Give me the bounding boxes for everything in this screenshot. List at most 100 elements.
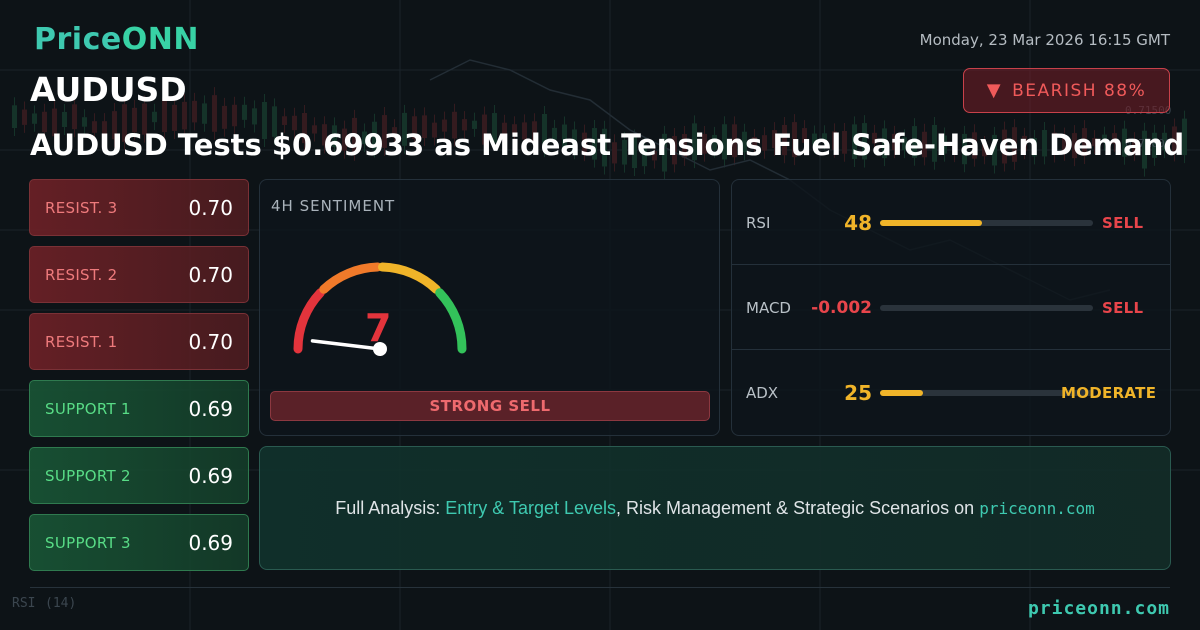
background-candle: [102, 121, 107, 135]
background-candle: [1112, 133, 1117, 144]
background-rsi-label: RSI: [12, 596, 36, 611]
indicator-signal: SELL: [1102, 299, 1144, 317]
background-candle: [512, 124, 517, 135]
level-support-2: SUPPORT 2 0.69: [29, 447, 249, 504]
background-candle: [1072, 133, 1077, 159]
background-candle: [242, 104, 247, 120]
background-candle: [992, 134, 997, 166]
background-candle: [812, 133, 817, 146]
background-candle: [452, 111, 457, 139]
background-candle: [882, 128, 887, 159]
background-candle: [192, 100, 197, 123]
sentiment-title: 4H SENTIMENT: [271, 197, 396, 215]
brand-logo-part2: ONN: [121, 22, 199, 57]
indicator-value: 48: [844, 211, 872, 235]
background-rsi-period: (14): [45, 596, 77, 611]
level-label: SUPPORT 3: [45, 533, 131, 552]
gauge-needle: [310, 339, 382, 351]
background-candle: [1102, 134, 1107, 143]
background-candle: [472, 120, 477, 129]
level-resistance-1: RESIST. 1 0.70: [29, 313, 249, 370]
full-analysis-banner[interactable]: Full Analysis: Entry & Target Levels, Ri…: [259, 446, 1171, 570]
background-candle: [302, 112, 307, 144]
price-levels-list: RESIST. 3 0.70 RESIST. 2 0.70 RESIST. 1 …: [29, 179, 249, 581]
background-candle: [532, 121, 537, 143]
background-candle: [502, 122, 507, 142]
indicator-value: -0.002: [811, 298, 872, 318]
instrument-symbol: AUDUSD: [30, 70, 187, 109]
cta-highlight: Entry & Target Levels: [445, 497, 617, 518]
level-value: 0.70: [188, 329, 233, 354]
gauge-arc-segment: [319, 262, 383, 294]
level-label: RESIST. 3: [45, 198, 118, 217]
background-candle: [432, 122, 437, 138]
background-candle: [902, 137, 907, 151]
background-candle: [422, 115, 427, 139]
background-candle: [342, 128, 347, 151]
background-candle: [272, 106, 277, 137]
indicators-panel: RSI 48 SELL MACD -0.002 SELL ADX 25 MODE…: [731, 179, 1171, 436]
background-candle: [792, 122, 797, 158]
background-candle: [52, 108, 57, 137]
background-candle: [852, 124, 857, 159]
gauge-arc-segment: [435, 288, 467, 354]
background-candle: [922, 131, 927, 158]
background-candle: [62, 111, 67, 128]
indicator-name: RSI: [746, 214, 771, 232]
background-candle: [112, 111, 117, 140]
indicator-row-rsi: RSI 48 SELL: [732, 180, 1170, 265]
background-candle: [182, 101, 187, 130]
background-candle: [1132, 140, 1137, 154]
level-support-1: SUPPORT 1 0.69: [29, 380, 249, 437]
background-candle: [362, 131, 367, 145]
background-candle: [232, 104, 237, 127]
full-analysis-text: Full Analysis: Entry & Target Levels, Ri…: [335, 498, 1095, 519]
background-candle: [22, 109, 27, 125]
background-candle: [32, 113, 37, 124]
background-candle: [872, 132, 877, 144]
background-candle: [912, 126, 917, 158]
background-candle: [252, 108, 257, 125]
background-candle: [312, 125, 317, 134]
background-candle: [592, 128, 597, 160]
gauge-arc-segment: [293, 288, 325, 354]
background-candle: [1042, 129, 1047, 157]
background-candle: [1162, 132, 1167, 151]
footer-site-link[interactable]: priceonn.com: [1027, 598, 1170, 619]
background-candle: [332, 125, 337, 148]
background-candle: [932, 124, 937, 162]
background-candle: [772, 130, 777, 148]
background-candle: [1182, 118, 1187, 156]
background-candle: [612, 142, 617, 164]
background-candle: [1082, 128, 1087, 156]
background-candle: [1092, 138, 1097, 147]
cta-middle: , Risk Management & Strategic Scenarios …: [616, 497, 980, 518]
background-candle: [82, 117, 87, 127]
sentiment-panel: 4H SENTIMENT 7 STRONG SELL: [259, 179, 720, 436]
cta-site-link[interactable]: priceonn.com: [979, 498, 1095, 518]
background-candle: [572, 129, 577, 152]
indicator-signal: MODERATE: [1061, 384, 1157, 402]
background-candle: [1022, 135, 1027, 152]
sentiment-verdict-badge: STRONG SELL: [270, 391, 710, 421]
background-candle: [782, 124, 787, 156]
report-datetime: Monday, 23 Mar 2026 16:15 GMT: [919, 31, 1170, 49]
background-candle: [942, 135, 947, 154]
background-candle: [442, 119, 447, 132]
sentiment-gauge: [293, 262, 467, 356]
background-candle: [402, 112, 407, 146]
sentiment-score: 7: [365, 306, 392, 350]
background-candle: [832, 131, 837, 150]
background-candle: [372, 121, 377, 150]
brand-logo: PriceONN: [34, 22, 199, 57]
background-candle: [602, 128, 607, 167]
background-candle: [842, 130, 847, 154]
background-candle: [622, 139, 627, 165]
level-label: SUPPORT 2: [45, 466, 131, 485]
background-candle: [722, 124, 727, 160]
background-candle: [352, 117, 357, 153]
background-candle: [202, 103, 207, 124]
background-candle: [322, 124, 327, 146]
background-candle: [152, 111, 157, 123]
background-candle: [1062, 135, 1067, 153]
